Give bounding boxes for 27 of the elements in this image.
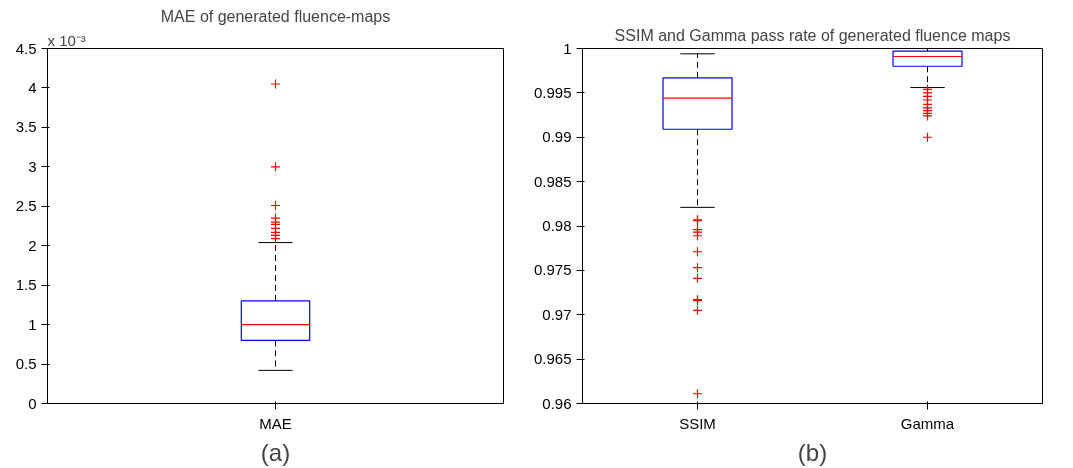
x-tick-label: SSIM — [679, 414, 716, 432]
y-tick-label: 2 — [28, 236, 37, 254]
text: (b) — [797, 438, 828, 466]
y-tick-label: 0.97 — [542, 305, 572, 323]
chart-title: MAE of generated fluence-maps — [160, 7, 391, 25]
y-tick-label: 0 — [28, 394, 37, 412]
y-tick-label: 1 — [28, 315, 37, 333]
text: (a) — [260, 438, 291, 466]
y-tick-label: 0.975 — [533, 261, 572, 279]
y-tick-label: 0.965 — [533, 350, 572, 368]
annotation: x 10⁻³ — [47, 31, 86, 49]
y-tick-label: 0.99 — [542, 128, 572, 146]
y-tick-label: 4.5 — [15, 39, 37, 57]
y-tick-label: 1 — [563, 39, 572, 57]
y-tick-label: 2.5 — [15, 197, 37, 215]
y-tick-label: 1.5 — [15, 276, 37, 294]
y-tick-label: 4 — [28, 78, 37, 96]
y-tick-label: 0.96 — [542, 394, 572, 412]
x-tick-label: MAE — [259, 414, 292, 432]
chart-title: SSIM and Gamma pass rate of generated fluence maps — [614, 26, 1011, 44]
y-tick-label: 3.5 — [15, 118, 37, 136]
y-tick-label: 0.985 — [533, 172, 572, 190]
y-tick-label: 0.995 — [533, 83, 572, 101]
y-tick-label: 0.98 — [542, 217, 572, 234]
x-tick-label: Gamma — [900, 414, 955, 432]
y-tick-label: 0.5 — [15, 355, 37, 373]
y-tick-label: 3 — [28, 157, 37, 175]
